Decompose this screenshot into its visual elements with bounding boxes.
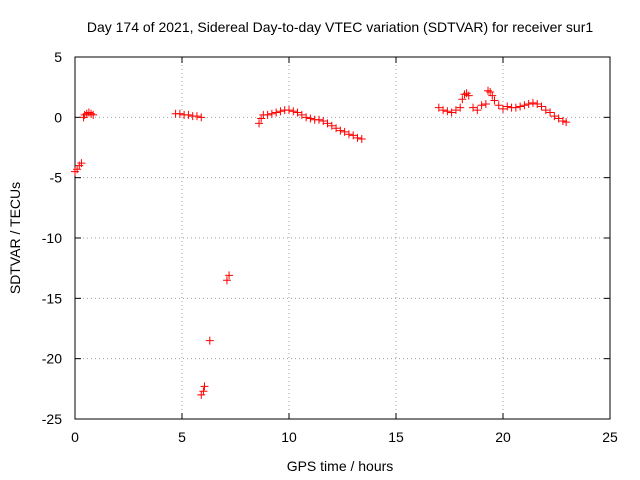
y-tick-label: -20 bbox=[42, 351, 62, 367]
data-point bbox=[554, 114, 563, 123]
data-point bbox=[255, 119, 264, 128]
data-point bbox=[537, 102, 546, 111]
data-point bbox=[77, 159, 86, 168]
y-tick-label: -15 bbox=[42, 290, 62, 306]
data-point bbox=[562, 118, 571, 127]
data-point bbox=[80, 110, 89, 119]
data-point bbox=[484, 86, 493, 95]
data-point bbox=[222, 276, 231, 285]
data-point bbox=[285, 106, 293, 115]
data-point bbox=[349, 131, 358, 140]
data-point bbox=[327, 121, 336, 130]
data-point bbox=[533, 100, 542, 109]
data-point bbox=[528, 98, 537, 107]
y-tick-label: 0 bbox=[54, 109, 62, 125]
data-point bbox=[276, 107, 285, 116]
data-point bbox=[306, 114, 315, 123]
data-point bbox=[464, 91, 473, 100]
data-point bbox=[443, 107, 452, 116]
data-point bbox=[293, 108, 302, 117]
data-points bbox=[71, 86, 571, 399]
data-point bbox=[89, 110, 98, 119]
chart-title: Day 174 of 2021, Sidereal Day-to-day VTE… bbox=[87, 19, 593, 35]
data-point bbox=[357, 135, 366, 144]
data-point bbox=[297, 110, 306, 119]
data-point bbox=[336, 126, 345, 135]
x-tick-label: 0 bbox=[71, 429, 79, 445]
axis-ticks: 0 5 10 15 20 25 5 0 -5 -10 -15 -20 -25 bbox=[42, 49, 618, 445]
data-point bbox=[503, 102, 512, 111]
data-point bbox=[520, 101, 529, 110]
data-point bbox=[332, 124, 341, 133]
data-point bbox=[460, 90, 469, 99]
data-point bbox=[481, 100, 490, 109]
data-point bbox=[486, 87, 495, 96]
data-point bbox=[558, 116, 567, 125]
data-point bbox=[289, 107, 298, 116]
data-point bbox=[84, 108, 93, 117]
data-point bbox=[488, 91, 497, 100]
data-point bbox=[494, 101, 503, 110]
data-point bbox=[319, 116, 328, 125]
data-point bbox=[353, 133, 362, 142]
data-point bbox=[225, 271, 234, 280]
data-point bbox=[477, 101, 486, 110]
y-tick-label: -25 bbox=[42, 411, 62, 427]
y-axis-label: SDTVAR / TECUs bbox=[7, 182, 23, 294]
data-point bbox=[524, 100, 533, 109]
x-tick-label: 15 bbox=[388, 429, 404, 445]
data-point bbox=[87, 109, 96, 118]
data-point bbox=[473, 106, 482, 115]
data-point bbox=[323, 119, 332, 128]
data-point bbox=[550, 112, 559, 121]
data-point bbox=[192, 112, 201, 121]
data-point bbox=[263, 110, 272, 119]
data-point bbox=[272, 108, 281, 117]
x-tick-label: 10 bbox=[281, 429, 297, 445]
data-point bbox=[197, 113, 206, 122]
data-point bbox=[451, 106, 460, 115]
data-point bbox=[184, 110, 193, 119]
data-point bbox=[541, 106, 550, 115]
data-point bbox=[199, 387, 208, 396]
data-point bbox=[267, 109, 276, 118]
data-point bbox=[490, 96, 499, 105]
data-point bbox=[175, 109, 184, 118]
data-point bbox=[499, 104, 507, 113]
data-point bbox=[340, 127, 349, 136]
data-point bbox=[447, 108, 456, 117]
data-point bbox=[344, 130, 353, 139]
x-tick-label: 25 bbox=[602, 429, 618, 445]
data-point bbox=[516, 102, 525, 111]
data-point bbox=[205, 336, 214, 345]
y-tick-label: -5 bbox=[50, 170, 63, 186]
data-point bbox=[73, 165, 82, 174]
y-tick-label: -10 bbox=[42, 230, 62, 246]
data-point bbox=[314, 115, 323, 124]
data-point bbox=[197, 390, 206, 399]
data-point bbox=[257, 114, 266, 123]
data-point bbox=[434, 103, 443, 112]
data-point bbox=[458, 95, 467, 104]
data-point bbox=[302, 113, 311, 122]
data-point bbox=[546, 108, 555, 117]
grid bbox=[75, 57, 610, 419]
data-point bbox=[439, 106, 448, 115]
y-tick-label: 5 bbox=[54, 49, 62, 65]
x-tick-label: 5 bbox=[178, 429, 186, 445]
data-point bbox=[200, 382, 209, 391]
x-tick-label: 20 bbox=[495, 429, 511, 445]
data-point bbox=[456, 103, 465, 112]
x-axis-label: GPS time / hours bbox=[287, 458, 394, 474]
data-point bbox=[511, 103, 520, 112]
data-point bbox=[469, 103, 478, 112]
